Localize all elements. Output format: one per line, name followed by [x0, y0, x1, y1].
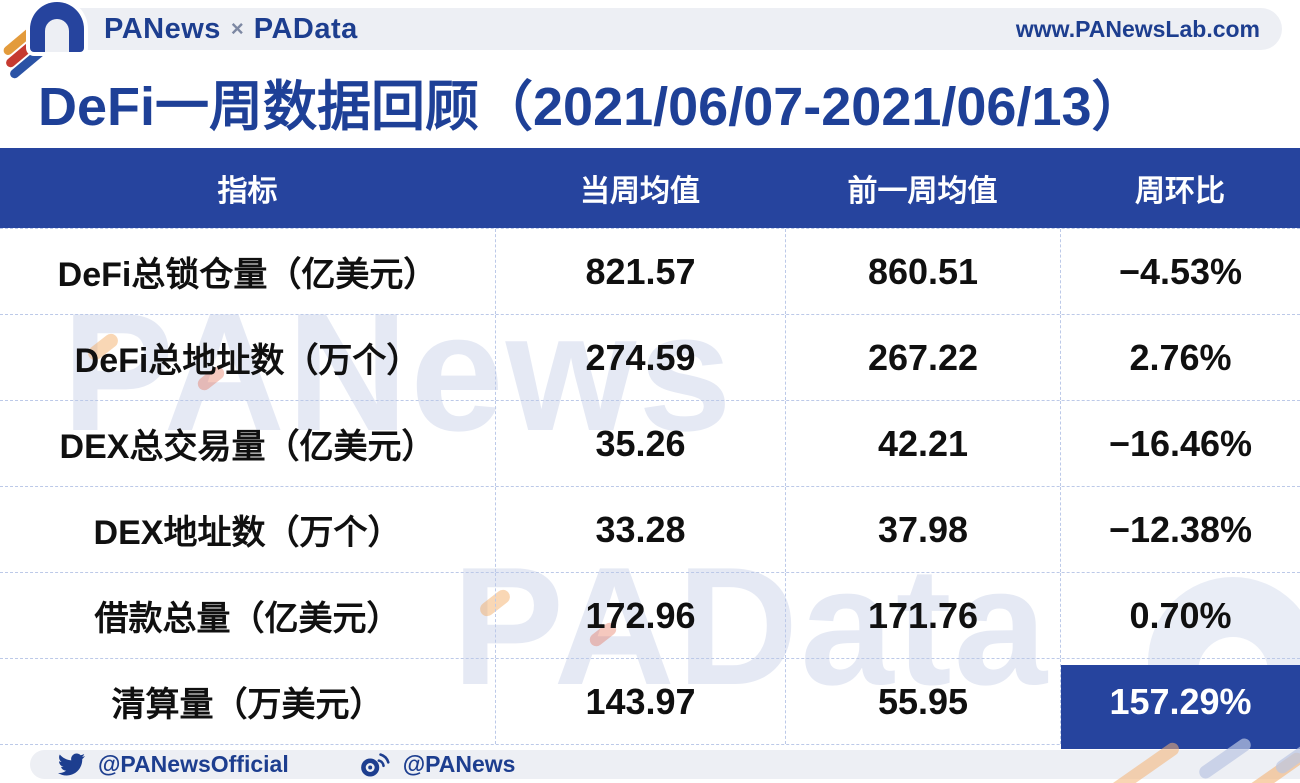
previous-week-cell: 171.76 [785, 573, 1060, 658]
weibo-handle: @PANews [402, 751, 516, 777]
table-row: DEX总交易量（亿美元） 35.26 42.21 −16.46% [0, 400, 1300, 486]
footer-social: @PANewsOfficial @PANews [58, 750, 515, 779]
panews-logo-icon [1, 0, 103, 81]
column-header-current-week: 当周均值 [580, 175, 700, 208]
previous-week-cell: 860.51 [785, 229, 1060, 314]
metric-cell: DEX地址数（万个） [93, 514, 402, 552]
previous-week-cell: 267.22 [785, 315, 1060, 400]
table-row: 借款总量（亿美元） 172.96 171.76 0.70% [0, 572, 1300, 658]
page-title: DeFi一周数据回顾（2021/06/07-2021/06/13） [38, 77, 1146, 137]
metric-cell: 借款总量（亿美元） [94, 600, 401, 638]
footer-bar: @PANewsOfficial @PANews [30, 750, 1300, 779]
brand-padata: PAData [253, 12, 358, 45]
wow-cell: −12.38% [1060, 487, 1300, 572]
logo-arch-icon [30, 2, 84, 52]
column-header-metric: 指标 [217, 175, 278, 208]
highlight-block [1061, 665, 1300, 749]
watermark-padata: PAData [452, 532, 1050, 720]
top-bar: PANews × PAData www.PANewsLab.com [30, 8, 1282, 50]
watermark-panews: PANews [62, 278, 734, 466]
metric-cell: DEX总交易量（亿美元） [59, 428, 436, 466]
table-row: 清算量（万美元） 143.97 55.95 157.29% [0, 658, 1300, 749]
brand-separator: × [230, 16, 244, 41]
metric-cell: 清算量（万美元） [111, 686, 384, 724]
table-row: DeFi总锁仓量（亿美元） 821.57 860.51 −4.53% [0, 228, 1300, 314]
metric-cell: DeFi总锁仓量（亿美元） [57, 256, 438, 294]
table-body: DeFi总锁仓量（亿美元） 821.57 860.51 −4.53% DeFi总… [0, 228, 1300, 749]
current-week-cell: 143.97 [495, 659, 785, 744]
wow-cell-highlighted: 157.29% [1060, 659, 1300, 749]
current-week-cell: 33.28 [495, 487, 785, 572]
current-week-cell: 35.26 [495, 401, 785, 486]
wow-value: 157.29% [1109, 680, 1252, 722]
site-url: www.PANewsLab.com [1015, 15, 1260, 42]
current-week-cell: 172.96 [495, 573, 785, 658]
table-header-row: 指标 当周均值 前一周均值 周环比 [0, 148, 1300, 228]
brand-panews: PANews [104, 12, 221, 45]
wow-cell: −16.46% [1060, 401, 1300, 486]
metric-cell: DeFi总地址数（万个） [74, 342, 421, 380]
twitter-handle: @PANewsOfficial [98, 751, 289, 777]
column-header-wow: 周环比 [1135, 175, 1225, 208]
previous-week-cell: 55.95 [785, 659, 1060, 744]
current-week-cell: 821.57 [495, 229, 785, 314]
wow-cell: −4.53% [1060, 229, 1300, 314]
twitter-icon [58, 751, 85, 778]
wow-cell: 0.70% [1060, 573, 1300, 658]
weibo-icon [359, 751, 390, 778]
table-row: DEX地址数（万个） 33.28 37.98 −12.38% [0, 486, 1300, 572]
wow-cell: 2.76% [1060, 315, 1300, 400]
previous-week-cell: 42.21 [785, 401, 1060, 486]
table-row: DeFi总地址数（万个） 274.59 267.22 2.76% [0, 314, 1300, 400]
previous-week-cell: 37.98 [785, 487, 1060, 572]
data-table: 指标 当周均值 前一周均值 周环比 DeFi总锁仓量（亿美元） 821.57 8… [0, 148, 1300, 749]
column-header-previous-week: 前一周均值 [847, 175, 998, 208]
current-week-cell: 274.59 [495, 315, 785, 400]
brand-lockup: PANews × PAData [104, 8, 358, 50]
